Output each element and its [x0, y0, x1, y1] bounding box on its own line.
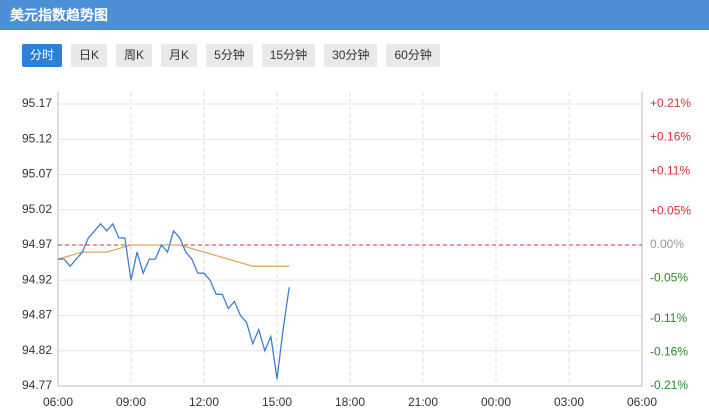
price-line	[57, 244, 290, 267]
tab[interactable]: 日K	[71, 44, 108, 67]
x-tick-label: 06:00	[627, 395, 657, 409]
tab[interactable]: 分时	[22, 44, 63, 67]
y2-tick-label: +0.05%	[650, 204, 691, 218]
y2-tick-label: +0.16%	[650, 130, 691, 144]
tab[interactable]: 月K	[161, 44, 198, 67]
tab[interactable]: 15分钟	[261, 44, 316, 67]
tab[interactable]: 周K	[116, 44, 153, 67]
x-tick-label: 03:00	[554, 395, 584, 409]
y-tick-label: 94.97	[22, 237, 52, 251]
y2-tick-label: -0.16%	[650, 345, 688, 359]
x-tick-label: 06:00	[43, 395, 73, 409]
y2-tick-label: +0.21%	[650, 96, 691, 110]
x-tick-label: 15:00	[262, 395, 292, 409]
header-title: 美元指数趋势图	[0, 0, 709, 30]
y2-tick-label: -0.05%	[650, 271, 688, 285]
x-tick-label: 21:00	[408, 395, 438, 409]
tab[interactable]: 5分钟	[206, 44, 253, 67]
y2-tick-label: -0.21%	[650, 378, 688, 392]
x-tick-label: 18:00	[335, 395, 365, 409]
y-tick-label: 95.07	[22, 167, 52, 181]
tab[interactable]: 60分钟	[386, 44, 440, 67]
y2-tick-label: +0.11%	[650, 163, 690, 177]
tab[interactable]: 30分钟	[324, 44, 378, 67]
y-tick-label: 95.02	[22, 202, 52, 216]
x-tick-label: 09:00	[116, 395, 146, 409]
y-tick-label: 94.92	[22, 272, 52, 286]
y-tick-label: 94.82	[22, 343, 52, 357]
tab-bar: 分时 日K 周K 月K 5分钟 15分钟 30分钟 60分钟	[22, 44, 440, 67]
y2-tick-label: -0.11%	[650, 311, 687, 325]
price-line	[58, 222, 290, 379]
y-tick-label: 95.17	[22, 96, 52, 110]
y-tick-label: 94.77	[22, 378, 52, 392]
y-tick-label: 95.12	[22, 131, 52, 145]
y2-tick-label: 0.00%	[650, 237, 684, 251]
x-tick-label: 00:00	[481, 395, 511, 409]
x-tick-label: 12:00	[189, 395, 219, 409]
y-tick-label: 94.87	[22, 308, 52, 322]
